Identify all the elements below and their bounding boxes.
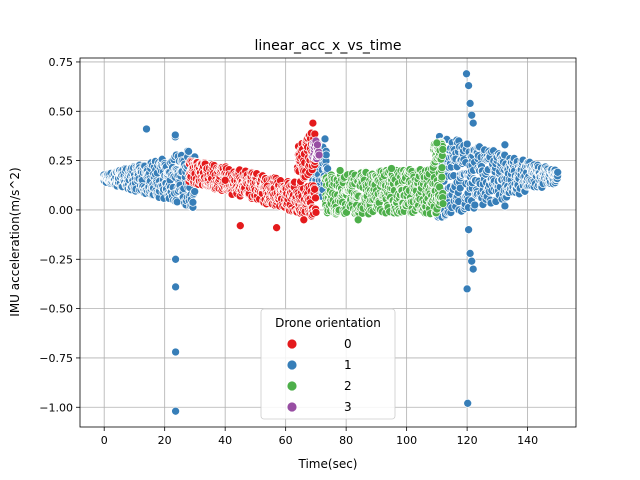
y-tick-label: 0.75 <box>49 56 74 69</box>
x-tick-label: 100 <box>396 434 417 447</box>
scatter-point-1 <box>170 130 180 140</box>
scatter-point-0 <box>299 215 309 225</box>
scatter-point-2 <box>438 199 448 209</box>
scatter-point-3 <box>313 140 322 150</box>
scatter-point-0 <box>310 184 319 194</box>
scatter-point-1 <box>184 147 193 156</box>
y-tick-label: −0.75 <box>39 352 73 365</box>
scatter-point-1 <box>465 249 475 258</box>
scatter-point-1 <box>467 110 477 120</box>
scatter-point-0 <box>311 193 320 203</box>
legend: Drone orientation 0 1 2 3 <box>260 308 396 420</box>
scatter-point-0 <box>308 118 318 128</box>
scatter-point-2 <box>437 163 447 173</box>
scatter-point-1 <box>455 183 465 193</box>
legend-label-1: 1 <box>344 358 352 372</box>
scatter-point-2 <box>353 215 363 225</box>
y-tick-label: −0.50 <box>39 303 73 316</box>
legend-marker-2 <box>286 380 298 392</box>
scatter-point-1 <box>171 406 180 416</box>
legend-entries: 0 1 2 3 <box>286 337 352 414</box>
legend-label-3: 3 <box>344 400 352 414</box>
y-axis-label: IMU acceleration(m/s^2) <box>8 167 22 316</box>
legend-marker-1 <box>286 359 298 371</box>
scatter-point-1 <box>462 69 471 79</box>
legend-marker-3 <box>286 401 298 413</box>
scatter-point-0 <box>272 223 281 233</box>
x-tick-label: 80 <box>339 434 353 447</box>
x-tick-label: 60 <box>279 434 293 447</box>
plot-area-frame <box>79 57 577 428</box>
scatter-point-1 <box>462 139 472 149</box>
x-axis-label: Time(sec) <box>298 457 358 471</box>
scatter-point-1 <box>500 140 510 150</box>
scatter-point-1 <box>500 201 510 211</box>
scatter-point-2 <box>335 166 345 175</box>
scatter-point-0 <box>235 221 245 231</box>
scatter-point-1 <box>171 347 180 357</box>
y-tick-label: 0.00 <box>49 204 74 217</box>
scatter-point-2 <box>437 172 447 182</box>
legend-box <box>260 308 396 420</box>
y-tick-label: −0.25 <box>39 253 73 266</box>
scatter-point-1 <box>465 99 475 108</box>
y-tick-label: 0.25 <box>49 155 74 168</box>
x-tick-label: 140 <box>517 434 538 447</box>
scatter-point-0 <box>311 208 321 217</box>
scatter-point-1 <box>470 200 480 210</box>
scatter-point-2 <box>432 138 442 148</box>
scatter-point-1 <box>323 164 332 174</box>
scatter-point-1 <box>467 256 477 266</box>
scatter-point-2 <box>438 145 448 154</box>
scatter-point-1 <box>462 284 472 294</box>
legend-label-2: 2 <box>344 379 352 393</box>
legend-label-0: 0 <box>344 337 352 351</box>
x-tick-label: 20 <box>158 434 172 447</box>
scatter-point-2 <box>387 164 396 173</box>
scatter-point-1 <box>171 282 180 292</box>
scatter-points <box>99 69 563 416</box>
y-tick-label: −1.00 <box>39 401 73 414</box>
scatter-point-1 <box>320 134 330 144</box>
scatter-point-1 <box>468 264 478 274</box>
scatter-point-3 <box>314 150 324 160</box>
legend-title: Drone orientation <box>275 316 381 330</box>
y-axis-ticks: −1.00 −0.75 −0.50 −0.25 0.00 0.25 0.50 0.75 <box>39 56 80 414</box>
scatter-point-1 <box>463 398 473 408</box>
scatter-point-1 <box>553 167 563 177</box>
scatter-point-0 <box>220 175 230 185</box>
scatter-point-1 <box>142 124 151 134</box>
x-tick-label: 120 <box>457 434 478 447</box>
scatter-point-1 <box>464 225 473 235</box>
x-tick-label: 40 <box>218 434 232 447</box>
scatter-point-1 <box>468 118 478 128</box>
scatter-point-1 <box>188 197 198 207</box>
y-tick-label: 0.50 <box>49 105 74 118</box>
scatter-point-1 <box>190 187 200 196</box>
scatter-point-1 <box>171 254 180 264</box>
chart-title: linear_acc_x_vs_time <box>254 38 401 54</box>
legend-marker-0 <box>286 338 298 350</box>
x-axis-ticks: 0 20 40 60 80 100 120 140 <box>101 427 538 447</box>
scatter-point-1 <box>464 81 473 90</box>
x-tick-label: 0 <box>101 434 108 447</box>
